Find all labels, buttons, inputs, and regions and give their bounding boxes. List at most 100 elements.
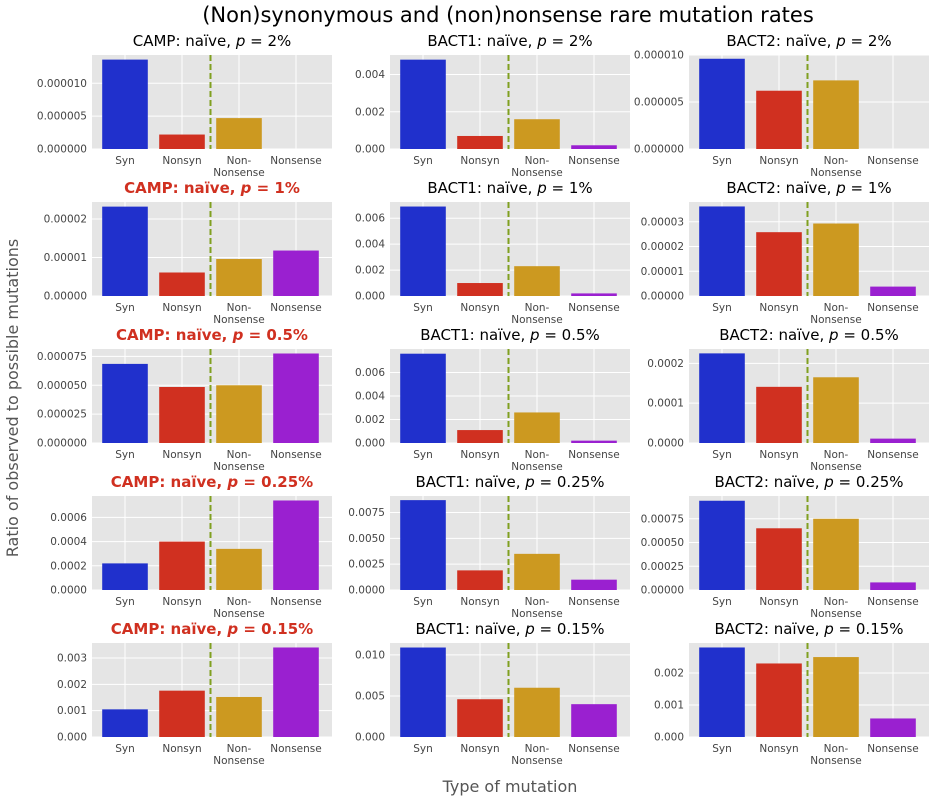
subplot-2-3: 0.00000 0.00001 0.00002 0.00003 Syn Nonsyn Non… xyxy=(641,179,929,326)
bar-nonsyn xyxy=(159,690,205,737)
y-tick-label: 0.006 xyxy=(355,213,385,225)
y-tick-label: 0.0000 xyxy=(348,585,385,597)
bar-nonsyn xyxy=(756,663,802,737)
y-tick-label: 0.0001 xyxy=(647,398,684,410)
x-tick-label: Syn xyxy=(115,596,135,608)
bar-nonsense xyxy=(870,438,916,443)
x-axis-label: Type of mutation xyxy=(442,777,578,796)
y-tick-label: 0.0075 xyxy=(348,507,385,519)
y-tick-label: 0.000050 xyxy=(37,380,87,392)
bar-syn xyxy=(400,353,446,443)
y-tick-label: 0.000005 xyxy=(37,111,87,123)
y-tick-label: 0.00000 xyxy=(44,291,87,303)
y-tick-label: 0.00000 xyxy=(641,585,684,597)
bar-nonsyn xyxy=(457,283,503,296)
bar-non-nonsense xyxy=(813,80,859,149)
panel-grid: 0.000000 0.000005 0.000010 Syn Nonsyn Non-Non… xyxy=(37,32,929,767)
x-tick-label: Nonsense xyxy=(568,743,619,755)
y-tick-label: 0.002 xyxy=(355,414,385,426)
x-tick-label: Nonsense xyxy=(867,155,918,167)
x-tick-label: Nonsense xyxy=(568,449,619,461)
y-tick-label: 0.0002 xyxy=(647,358,684,370)
x-tick-label: Nonsyn xyxy=(460,155,499,167)
x-tick-label: Syn xyxy=(712,155,732,167)
x-tick-label: Non-Nonsense xyxy=(511,155,562,179)
y-tick-label: 0.000005 xyxy=(634,97,684,109)
x-tick-label: Non-Nonsense xyxy=(810,596,861,620)
subplot-title: BACT2: naïve, p = 1% xyxy=(726,179,891,197)
subplot-5-1: 0.000 0.001 0.002 0.003 Syn Nonsyn Non-Nonsens… xyxy=(57,620,332,767)
bar-non-nonsense xyxy=(813,377,859,443)
x-tick-label: Non-Nonsense xyxy=(213,449,264,473)
y-tick-label: 0.003 xyxy=(57,653,87,665)
x-tick-label: Syn xyxy=(413,596,433,608)
bar-non-nonsense xyxy=(813,223,859,296)
y-tick-label: 0.00002 xyxy=(641,241,684,253)
y-tick-label: 0.000000 xyxy=(634,144,684,156)
subplot-title: CAMP: naïve, p = 0.5% xyxy=(116,326,308,344)
y-tick-label: 0.00000 xyxy=(641,291,684,303)
y-tick-label: 0.001 xyxy=(57,705,87,717)
subplot-title: BACT1: naïve, p = 2% xyxy=(427,32,592,50)
bar-nonsyn xyxy=(159,134,205,149)
y-tick-label: 0.00050 xyxy=(641,537,684,549)
y-tick-label: 0.006 xyxy=(355,367,385,379)
x-tick-label: Nonsense xyxy=(867,596,918,608)
bar-non-nonsense xyxy=(216,385,262,443)
bar-non-nonsense xyxy=(514,687,560,737)
bar-nonsense xyxy=(273,353,319,443)
y-tick-label: 0.0000 xyxy=(50,585,87,597)
y-tick-label: 0.002 xyxy=(654,668,684,680)
subplot-title: BACT1: naïve, p = 1% xyxy=(427,179,592,197)
y-tick-label: 0.00075 xyxy=(641,513,684,525)
bar-nonsyn xyxy=(457,135,503,149)
x-tick-label: Nonsense xyxy=(568,155,619,167)
bar-syn xyxy=(699,206,745,296)
bar-non-nonsense xyxy=(813,657,859,737)
bar-non-nonsense xyxy=(216,259,262,296)
x-tick-label: Nonsyn xyxy=(759,449,798,461)
bar-syn xyxy=(102,59,148,150)
bar-nonsyn xyxy=(457,570,503,590)
subplot-2-1: 0.00000 0.00001 0.00002 Syn Nonsyn Non-Nonsen… xyxy=(44,179,332,326)
y-tick-label: 0.000010 xyxy=(37,78,87,90)
bar-nonsense xyxy=(571,145,617,149)
x-tick-label: Nonsense xyxy=(568,596,619,608)
bar-nonsense xyxy=(571,704,617,737)
x-tick-label: Syn xyxy=(413,302,433,314)
subplot-title: BACT2: naïve, p = 0.5% xyxy=(719,326,899,344)
bar-nonsyn xyxy=(457,430,503,443)
x-tick-label: Nonsense xyxy=(270,449,321,461)
bar-nonsyn xyxy=(756,232,802,296)
x-tick-label: Nonsense xyxy=(867,743,918,755)
subplot-3-3: 0.0000 0.0001 0.0002 Syn Nonsyn Non-Nonsense N… xyxy=(647,326,929,473)
y-tick-label: 0.00025 xyxy=(641,561,684,573)
x-tick-label: Non-Nonsense xyxy=(511,596,562,620)
subplot-4-2: 0.0000 0.0025 0.0050 0.0075 Syn Nonsyn Non-Non… xyxy=(348,473,630,620)
y-tick-label: 0.0025 xyxy=(348,559,385,571)
x-tick-label: Syn xyxy=(712,302,732,314)
bar-nonsyn xyxy=(756,386,802,443)
x-tick-label: Syn xyxy=(413,743,433,755)
y-tick-label: 0.00003 xyxy=(641,216,684,228)
x-tick-label: Syn xyxy=(712,596,732,608)
subplot-1-3: 0.000000 0.000005 0.000010 Syn Nonsyn Non-Non… xyxy=(634,32,929,179)
y-tick-label: 0.000 xyxy=(355,144,385,156)
subplot-4-1: 0.0000 0.0002 0.0004 0.0006 Syn Nonsyn Non-Non… xyxy=(50,473,332,620)
bar-nonsense xyxy=(273,647,319,737)
y-tick-label: 0.010 xyxy=(355,649,385,661)
bar-syn xyxy=(400,647,446,737)
x-tick-label: Non-Nonsense xyxy=(511,743,562,767)
subplot-title: CAMP: naïve, p = 1% xyxy=(124,179,300,197)
bar-syn xyxy=(699,58,745,150)
subplot-2-2: 0.000 0.002 0.004 0.006 Syn Nonsyn Non-Nonsens… xyxy=(355,179,630,326)
bar-nonsense xyxy=(571,440,617,443)
x-tick-label: Syn xyxy=(115,302,135,314)
y-tick-label: 0.000 xyxy=(355,291,385,303)
subplot-title: BACT1: naïve, p = 0.15% xyxy=(415,620,604,638)
x-tick-label: Nonsyn xyxy=(162,596,201,608)
x-tick-label: Nonsense xyxy=(867,302,918,314)
y-tick-label: 0.004 xyxy=(355,391,385,403)
bar-nonsyn xyxy=(457,699,503,737)
y-tick-label: 0.0004 xyxy=(50,536,87,548)
